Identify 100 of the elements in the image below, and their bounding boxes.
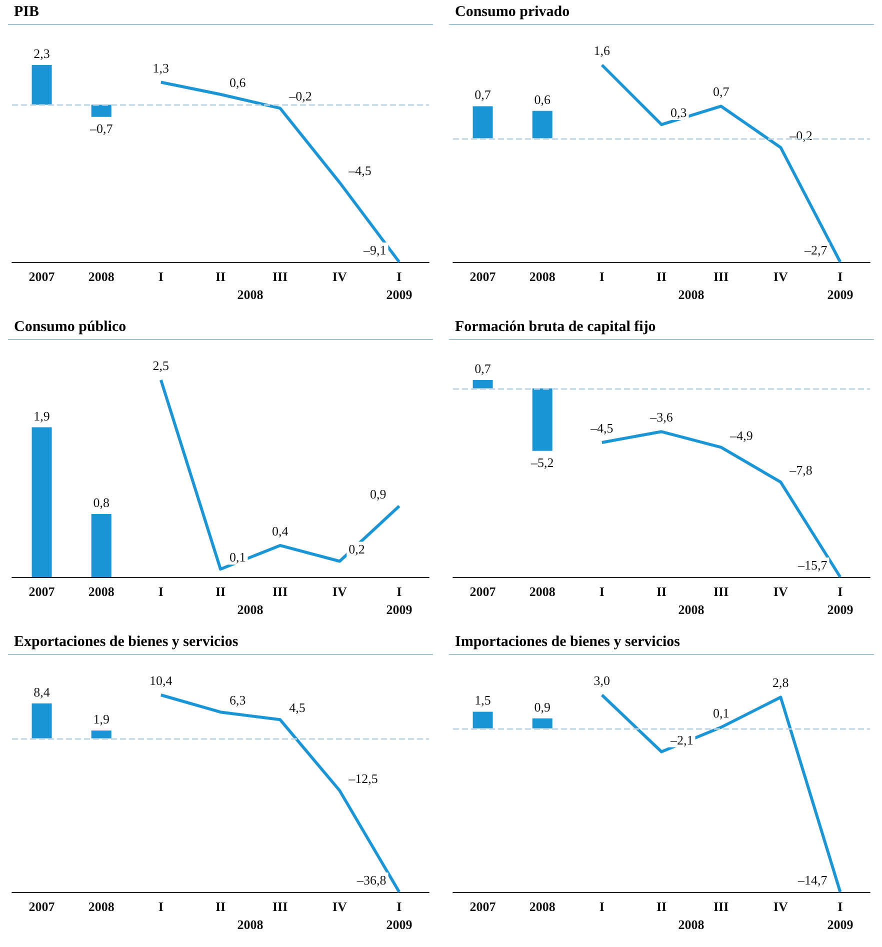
x-tick-label: III xyxy=(272,269,288,284)
x-tick-label: I xyxy=(158,269,164,284)
x-tick-label: III xyxy=(713,584,729,599)
x-tick-label: I xyxy=(158,584,164,599)
chart-title: Formación bruta de capital fijo xyxy=(449,315,874,340)
data-label: 1,9 xyxy=(34,408,50,424)
x-tick-label: II xyxy=(215,584,226,599)
data-label: 0,6 xyxy=(230,74,246,90)
text: 2008 xyxy=(237,917,264,932)
data-label: –4,9 xyxy=(729,428,753,443)
data-label: 1,9 xyxy=(93,711,110,726)
data-label: –3,6 xyxy=(649,410,674,425)
x-tick-label: IV xyxy=(773,899,788,914)
data-label: 0,4 xyxy=(272,523,289,538)
x-tick-label: II xyxy=(656,269,667,284)
text: 2009 xyxy=(386,602,413,617)
data-label: 0,7 xyxy=(474,361,492,376)
x-tick-label: III xyxy=(272,584,288,599)
data-label: –4,5 xyxy=(590,420,614,436)
data-label: –2,1 xyxy=(670,732,694,748)
data-label: 2,5 xyxy=(152,358,170,373)
text: 2009 xyxy=(386,917,413,932)
chart-title: Exportaciones de bienes y servicios xyxy=(8,630,433,655)
data-label: 8,4 xyxy=(34,684,50,700)
data-label: 1,6 xyxy=(594,43,611,58)
x-tick-label: 2007 xyxy=(470,269,496,284)
x-tick-label: IV xyxy=(332,584,348,599)
data-label: 3,0 xyxy=(594,673,610,688)
x-tick-label: 2007 xyxy=(470,584,496,599)
text: 2008 xyxy=(237,287,264,302)
data-label: 0,9 xyxy=(534,699,550,714)
x-tick-label: III xyxy=(713,899,729,914)
x-tick-label: II xyxy=(215,269,226,284)
x-tick-label: I xyxy=(599,584,604,599)
data-label: 0,8 xyxy=(93,494,110,510)
data-label: 1,5 xyxy=(474,692,491,708)
x-tick-label: IV xyxy=(773,584,788,599)
x-tick-label: 2008 xyxy=(88,584,115,599)
x-tick-label: 2007 xyxy=(28,584,56,599)
x-tick-label: IV xyxy=(332,899,348,914)
data-label: 0,7 xyxy=(474,87,492,102)
chart-title: PIB xyxy=(8,0,433,25)
data-label: 0,1 xyxy=(712,705,730,720)
data-label: 0,2 xyxy=(348,542,365,557)
data-label: 0,7 xyxy=(712,84,730,100)
data-label: –36,8 xyxy=(356,872,386,888)
data-label: 0,3 xyxy=(670,105,687,120)
data-label: 1,3 xyxy=(152,60,170,76)
text: 2008 xyxy=(678,602,705,617)
data-label: –14,7 xyxy=(796,872,828,888)
data-label: 0,9 xyxy=(370,486,386,502)
x-tick-label: I xyxy=(396,584,402,599)
text: 2008 xyxy=(237,602,264,617)
x-tick-label: III xyxy=(713,269,729,284)
data-label: 0,6 xyxy=(534,92,551,107)
data-label: –15,7 xyxy=(796,558,828,572)
data-label: –9,1 xyxy=(362,242,386,258)
data-label: 2,8 xyxy=(772,675,789,690)
x-tick-label: 2008 xyxy=(529,899,556,914)
text: 2008 xyxy=(678,917,705,932)
data-label: –0,2 xyxy=(288,88,312,104)
chart-title: Consumo público xyxy=(8,315,433,340)
data-label: 10,4 xyxy=(150,673,173,688)
data-label: 4,5 xyxy=(289,700,306,716)
text: 2009 xyxy=(827,917,854,932)
x-tick-label: I xyxy=(396,269,402,284)
data-label: –12,5 xyxy=(348,771,378,786)
x-tick-label: II xyxy=(656,584,667,599)
x-tick-label: I xyxy=(599,899,604,914)
x-tick-label: I xyxy=(599,269,604,284)
data-label: 0,1 xyxy=(230,550,246,565)
x-tick-label: I xyxy=(838,584,843,599)
x-tick-label: IV xyxy=(332,269,348,284)
x-tick-label: I xyxy=(838,899,843,914)
x-tick-label: II xyxy=(215,899,226,914)
x-tick-label: I xyxy=(396,899,402,914)
data-label: –4,5 xyxy=(348,163,372,178)
chart-title: Consumo privado xyxy=(449,0,874,25)
text: 2008 xyxy=(678,287,705,302)
x-tick-label: 2008 xyxy=(529,269,556,284)
x-tick-label: 2008 xyxy=(88,269,115,284)
x-tick-label: IV xyxy=(773,269,788,284)
x-tick-label: III xyxy=(272,899,288,914)
x-tick-label: I xyxy=(158,899,164,914)
data-label: 2,3 xyxy=(34,46,50,61)
data-label: –5,2 xyxy=(530,454,554,470)
data-label: –0,7 xyxy=(88,120,114,136)
x-tick-label: 2007 xyxy=(28,899,56,914)
chart-title: Importaciones de bienes y servicios xyxy=(449,630,874,655)
x-tick-label: 2007 xyxy=(470,899,496,914)
x-tick-label: 2008 xyxy=(88,899,115,914)
x-tick-label: II xyxy=(656,899,667,914)
text: 2009 xyxy=(386,287,413,302)
x-tick-label: I xyxy=(838,269,843,284)
text: 2009 xyxy=(827,602,854,617)
x-tick-label: 2007 xyxy=(28,269,56,284)
x-tick-label: 2008 xyxy=(529,584,556,599)
text: 2009 xyxy=(827,287,854,302)
data-label: 6,3 xyxy=(230,692,246,708)
data-label: –2,7 xyxy=(803,242,828,258)
